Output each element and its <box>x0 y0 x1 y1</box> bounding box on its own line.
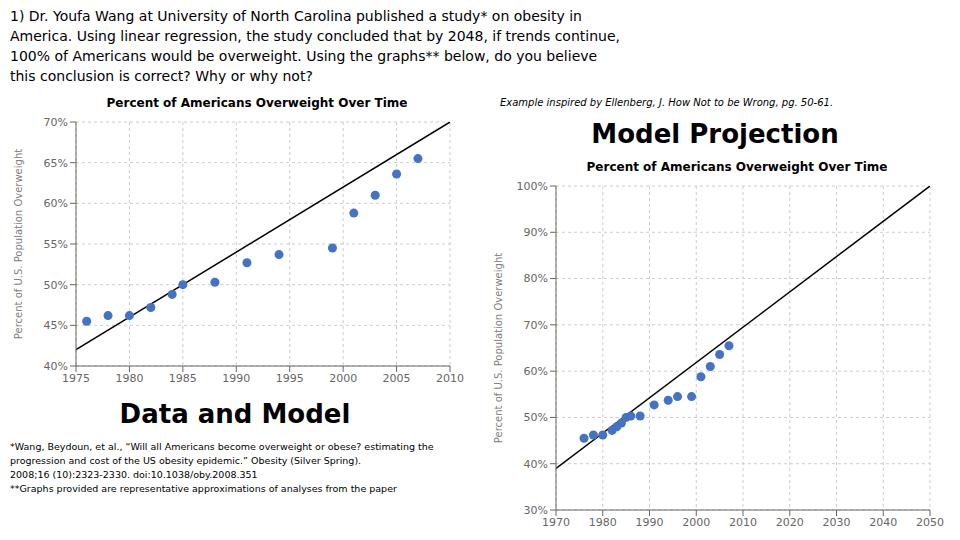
html-text:*Wang, Beydoun, et al., “Will: *Wang, Beydoun, et al., “Will all Americ… <box>10 441 434 494</box>
svg-text:80%: 80% <box>524 272 548 285</box>
svg-text:90%: 90% <box>524 226 548 239</box>
svg-text:50%: 50% <box>524 411 548 424</box>
svg-text:1970: 1970 <box>542 516 570 529</box>
svg-text:2005: 2005 <box>383 372 411 385</box>
html-text:Model Projection: Model Projection <box>591 119 839 149</box>
html-text:Percent of Americans Overweigh: Percent of Americans Overweight Over Tim… <box>586 160 888 174</box>
svg-text:1985: 1985 <box>169 372 197 385</box>
svg-text:2000: 2000 <box>682 516 710 529</box>
html-text:Data and Model: Data and Model <box>119 399 351 429</box>
svg-text:1990: 1990 <box>222 372 250 385</box>
svg-text:60%: 60% <box>524 365 548 378</box>
svg-text:2010: 2010 <box>436 372 464 385</box>
svg-text:65%: 65% <box>44 157 68 170</box>
svg-text:60%: 60% <box>44 197 68 210</box>
svg-text:40%: 40% <box>44 360 68 373</box>
html-text:Percent of Americans Overweigh: Percent of Americans Overweight Over Tim… <box>106 96 408 110</box>
svg-text:45%: 45% <box>44 319 68 332</box>
svg-text:2020: 2020 <box>776 516 804 529</box>
svg-text:Percent of U.S. Population Ove: Percent of U.S. Population Overweight <box>13 149 24 339</box>
svg-text:1990: 1990 <box>636 516 664 529</box>
svg-text:30%: 30% <box>524 504 548 517</box>
svg-text:2040: 2040 <box>869 516 897 529</box>
svg-text:100%: 100% <box>517 180 548 193</box>
svg-text:2030: 2030 <box>823 516 851 529</box>
svg-text:2050: 2050 <box>916 516 944 529</box>
svg-text:55%: 55% <box>44 238 68 251</box>
svg-text:1980: 1980 <box>589 516 617 529</box>
svg-text:2000: 2000 <box>329 372 357 385</box>
svg-text:Percent of U.S. Population Ove: Percent of U.S. Population Overweight <box>493 253 504 443</box>
svg-text:70%: 70% <box>44 116 68 129</box>
svg-text:40%: 40% <box>524 458 548 471</box>
svg-text:70%: 70% <box>524 319 548 332</box>
html-text:1) Dr. Youfa Wang at Universit: 1) Dr. Youfa Wang at University of North… <box>10 8 620 84</box>
svg-text:1995: 1995 <box>276 372 304 385</box>
svg-text:1975: 1975 <box>62 372 90 385</box>
svg-text:1980: 1980 <box>115 372 143 385</box>
svg-text:2010: 2010 <box>729 516 757 529</box>
svg-text:50%: 50% <box>44 279 68 292</box>
html-text:Example inspired by Ellenberg,: Example inspired by Ellenberg, J. How No… <box>500 97 834 108</box>
